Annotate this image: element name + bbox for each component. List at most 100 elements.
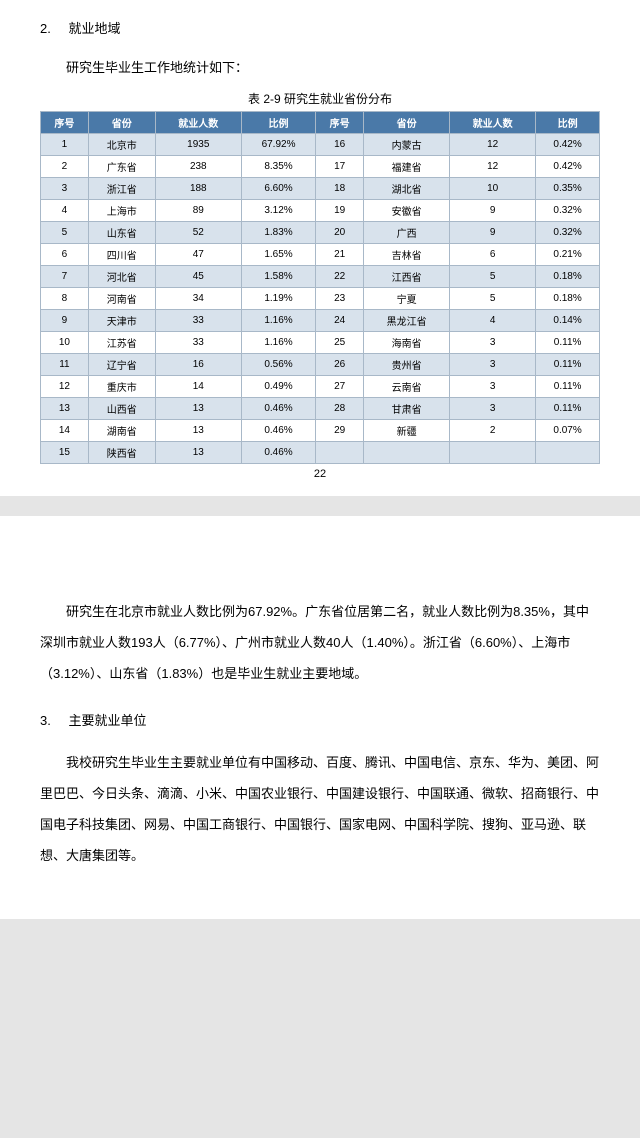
table-cell: 0.18%	[536, 288, 600, 310]
table-cell: 4	[41, 200, 89, 222]
employment-province-table: 序号省份就业人数比例序号省份就业人数比例 1北京市193567.92%16内蒙古…	[40, 111, 600, 464]
table-cell: 3	[450, 354, 536, 376]
table-cell: 67.92%	[241, 134, 315, 156]
table-cell: 14	[155, 376, 241, 398]
table-cell: 河南省	[88, 288, 155, 310]
table-cell: 0.42%	[536, 156, 600, 178]
table-cell: 13	[155, 420, 241, 442]
table-cell: 6	[450, 244, 536, 266]
table-cell: 7	[41, 266, 89, 288]
table-cell: 24	[316, 310, 364, 332]
table-caption: 表 2-9 研究生就业省份分布	[40, 90, 600, 107]
table-cell: 3.12%	[241, 200, 315, 222]
table-row: 14湖南省130.46%29新疆20.07%	[41, 420, 600, 442]
table-cell: 45	[155, 266, 241, 288]
table-cell: 1.83%	[241, 222, 315, 244]
table-cell: 6.60%	[241, 178, 315, 200]
table-cell: 宁夏	[364, 288, 450, 310]
table-cell: 10	[41, 332, 89, 354]
table-cell: 12	[450, 156, 536, 178]
table-cell: 0.49%	[241, 376, 315, 398]
table-cell: 238	[155, 156, 241, 178]
table-cell: 18	[316, 178, 364, 200]
table-cell: 9	[450, 200, 536, 222]
table-cell: 29	[316, 420, 364, 442]
section-3-heading: 3. 主要就业单位	[40, 710, 600, 729]
table-row: 13山西省130.46%28甘肃省30.11%	[41, 398, 600, 420]
section-3-title: 主要就业单位	[68, 713, 146, 728]
table-cell: 27	[316, 376, 364, 398]
section-3-number: 3.	[40, 713, 51, 728]
table-cell: 浙江省	[88, 178, 155, 200]
table-cell: 0.07%	[536, 420, 600, 442]
table-cell: 新疆	[364, 420, 450, 442]
table-cell: 0.46%	[241, 442, 315, 464]
table-header-cell: 省份	[88, 112, 155, 134]
table-cell: 14	[41, 420, 89, 442]
table-cell: 25	[316, 332, 364, 354]
table-cell: 重庆市	[88, 376, 155, 398]
table-cell: 河北省	[88, 266, 155, 288]
table-body: 1北京市193567.92%16内蒙古120.42%2广东省2388.35%17…	[41, 134, 600, 464]
table-cell: 5	[41, 222, 89, 244]
table-cell: 3	[450, 332, 536, 354]
table-cell: 0.18%	[536, 266, 600, 288]
table-cell: 上海市	[88, 200, 155, 222]
table-cell: 内蒙古	[364, 134, 450, 156]
paragraph-beijing-stats: 研究生在北京市就业人数比例为67.92%。广东省位居第二名，就业人数比例为8.3…	[40, 596, 600, 690]
table-cell: 1935	[155, 134, 241, 156]
table-row: 6四川省471.65%21吉林省60.21%	[41, 244, 600, 266]
table-cell: 0.11%	[536, 376, 600, 398]
table-cell: 0.32%	[536, 200, 600, 222]
table-cell: 188	[155, 178, 241, 200]
table-header-cell: 比例	[536, 112, 600, 134]
table-cell: 13	[41, 398, 89, 420]
table-cell: 33	[155, 332, 241, 354]
table-row: 5山东省521.83%20广西90.32%	[41, 222, 600, 244]
table-cell: 0.14%	[536, 310, 600, 332]
table-cell: 52	[155, 222, 241, 244]
table-cell: 辽宁省	[88, 354, 155, 376]
table-cell: 10	[450, 178, 536, 200]
table-cell: 1.65%	[241, 244, 315, 266]
table-header-cell: 序号	[41, 112, 89, 134]
table-cell: 0.21%	[536, 244, 600, 266]
table-cell: 89	[155, 200, 241, 222]
table-cell: 34	[155, 288, 241, 310]
table-cell: 11	[41, 354, 89, 376]
section-2-number: 2.	[40, 21, 51, 36]
table-header-cell: 就业人数	[450, 112, 536, 134]
table-cell: 8	[41, 288, 89, 310]
table-cell: 山西省	[88, 398, 155, 420]
table-cell: 16	[316, 134, 364, 156]
table-cell: 广西	[364, 222, 450, 244]
table-row: 3浙江省1886.60%18湖北省100.35%	[41, 178, 600, 200]
table-cell: 1.16%	[241, 310, 315, 332]
table-row: 1北京市193567.92%16内蒙古120.42%	[41, 134, 600, 156]
table-cell: 33	[155, 310, 241, 332]
table-cell: 12	[450, 134, 536, 156]
page-number: 22	[40, 468, 600, 480]
table-cell: 8.35%	[241, 156, 315, 178]
table-cell: 1.58%	[241, 266, 315, 288]
table-cell: 湖南省	[88, 420, 155, 442]
table-cell: 江苏省	[88, 332, 155, 354]
table-cell: 3	[41, 178, 89, 200]
table-cell: 2	[41, 156, 89, 178]
table-cell: 0.32%	[536, 222, 600, 244]
table-header-cell: 省份	[364, 112, 450, 134]
table-cell: 16	[155, 354, 241, 376]
table-cell: 海南省	[364, 332, 450, 354]
table-cell: 0.11%	[536, 332, 600, 354]
table-cell: 13	[155, 398, 241, 420]
table-header-cell: 序号	[316, 112, 364, 134]
table-cell: 黑龙江省	[364, 310, 450, 332]
page-2: 研究生在北京市就业人数比例为67.92%。广东省位居第二名，就业人数比例为8.3…	[0, 516, 640, 919]
table-cell: 17	[316, 156, 364, 178]
table-cell: 云南省	[364, 376, 450, 398]
table-cell: 6	[41, 244, 89, 266]
table-cell: 陕西省	[88, 442, 155, 464]
table-cell: 22	[316, 266, 364, 288]
paragraph-employers: 我校研究生毕业生主要就业单位有中国移动、百度、腾讯、中国电信、京东、华为、美团、…	[40, 747, 600, 872]
table-row: 10江苏省331.16%25海南省30.11%	[41, 332, 600, 354]
